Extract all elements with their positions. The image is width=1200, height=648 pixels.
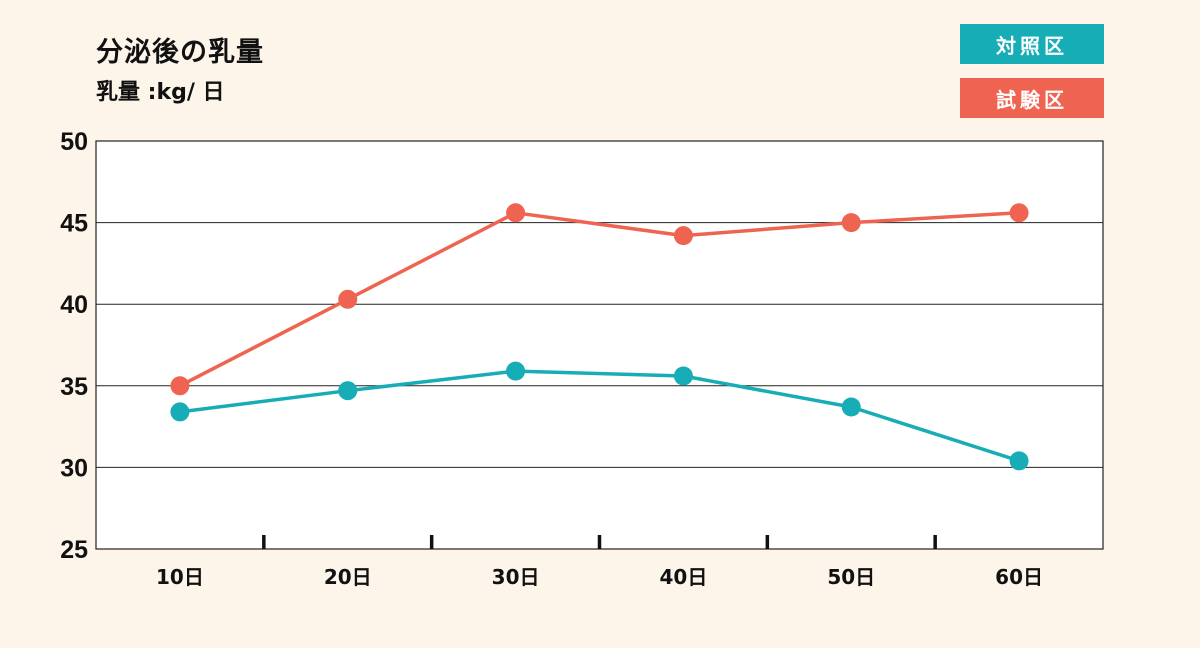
data-point-series-0 bbox=[673, 366, 693, 386]
data-point-series-0 bbox=[338, 381, 358, 401]
plot-background bbox=[96, 141, 1103, 549]
y-tick-label: 50 bbox=[60, 128, 88, 156]
x-tick-label: 30日 bbox=[492, 565, 540, 589]
x-tick-label: 50日 bbox=[827, 565, 875, 589]
data-point-series-0 bbox=[506, 361, 526, 381]
data-point-series-1 bbox=[506, 203, 526, 223]
data-point-series-1 bbox=[170, 376, 190, 396]
legend-item-test: 試験区 bbox=[960, 78, 1104, 118]
x-tick-label: 60日 bbox=[995, 565, 1043, 589]
x-tick-label: 10日 bbox=[156, 565, 204, 589]
y-tick-label: 40 bbox=[60, 291, 88, 319]
data-point-series-1 bbox=[1009, 203, 1029, 223]
legend-item-control: 対照区 bbox=[960, 24, 1104, 64]
x-tick-label: 20日 bbox=[324, 565, 372, 589]
series-line-1 bbox=[179, 211, 1020, 388]
y-tick-label: 45 bbox=[60, 210, 88, 238]
legend-label-test: 試験区 bbox=[996, 87, 1068, 112]
data-point-series-1 bbox=[841, 213, 861, 233]
data-point-series-0 bbox=[170, 402, 190, 422]
y-tick-label: 35 bbox=[60, 373, 88, 401]
data-point-series-1 bbox=[673, 226, 693, 246]
x-tick-label: 40日 bbox=[659, 565, 707, 589]
data-point-series-0 bbox=[1009, 451, 1029, 471]
y-tick-label: 25 bbox=[60, 536, 88, 564]
series-line-0 bbox=[179, 369, 1020, 463]
data-point-series-1 bbox=[338, 289, 358, 309]
data-point-series-0 bbox=[841, 397, 861, 417]
y-tick-label: 30 bbox=[60, 454, 88, 482]
chart-title: 分泌後の乳量 bbox=[96, 37, 264, 68]
legend-label-control: 対照区 bbox=[996, 33, 1068, 58]
y-axis-unit-label: 乳量 :kg/ 日 bbox=[96, 80, 225, 105]
